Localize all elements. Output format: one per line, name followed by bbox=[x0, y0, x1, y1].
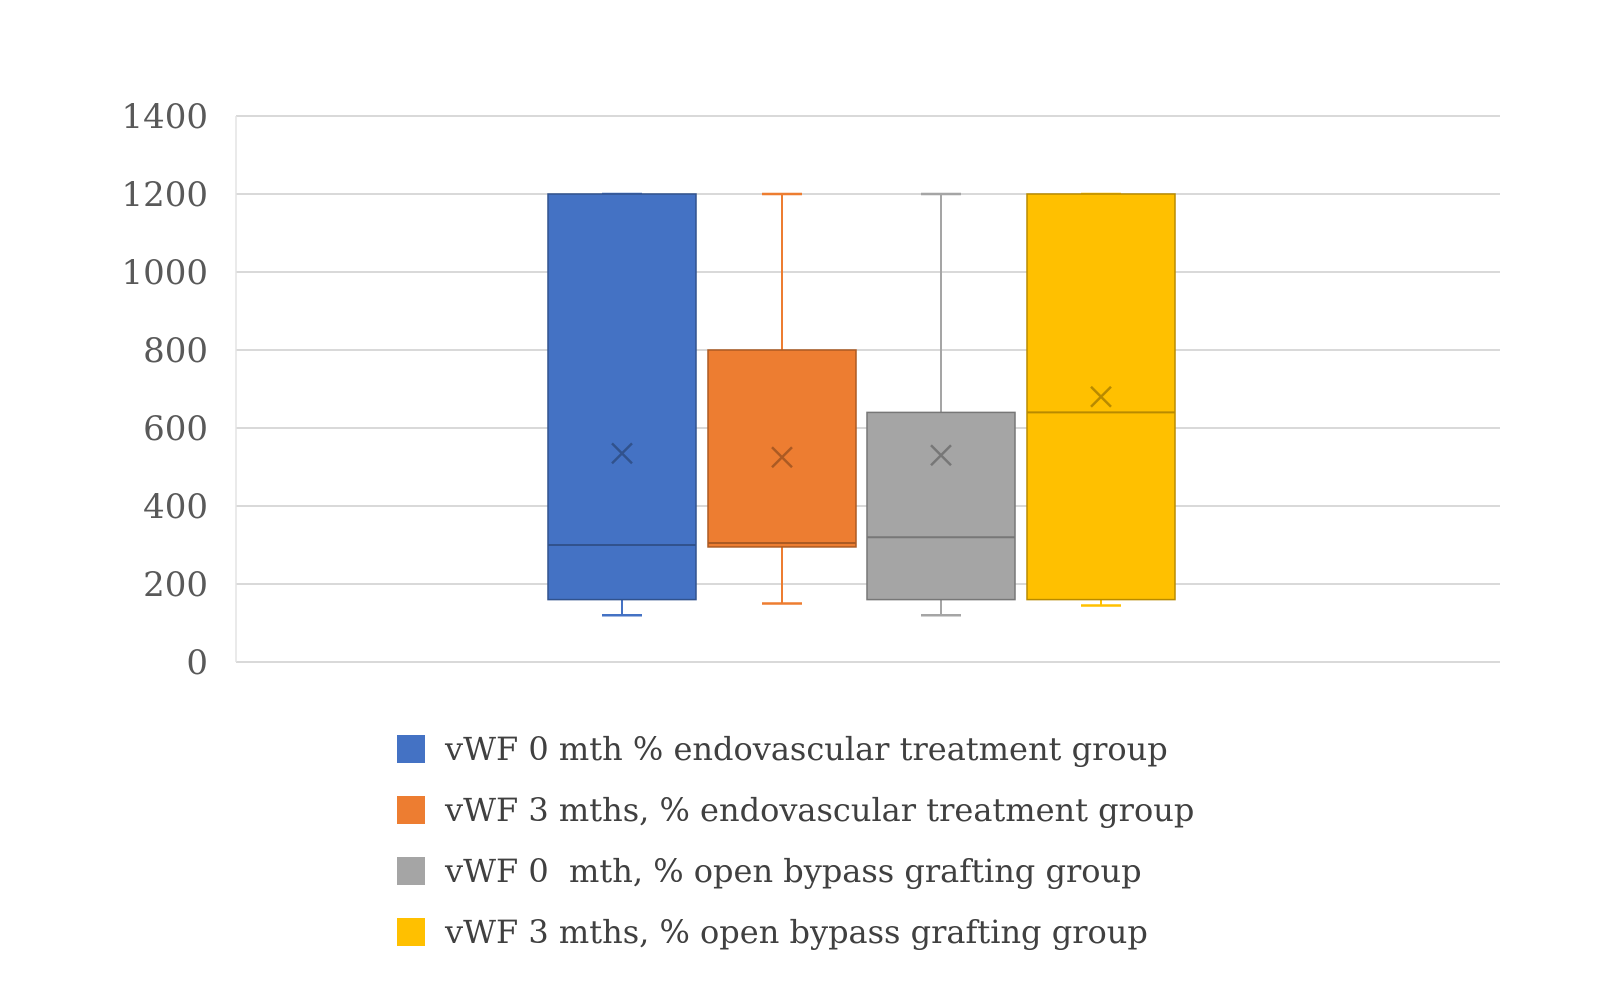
legend-swatch-bypass-3mths bbox=[397, 917, 425, 946]
legend: vWF 0 mth % endovascular treatment group… bbox=[397, 718, 1194, 962]
box-series bbox=[547, 192, 1176, 617]
box-body-1 bbox=[547, 193, 697, 601]
y-tick-label-400: 400 bbox=[143, 487, 208, 527]
box-body-3 bbox=[866, 411, 1016, 601]
y-tick-label-0: 0 bbox=[186, 643, 208, 683]
mean-marker-1 bbox=[611, 442, 633, 465]
box-body-2 bbox=[707, 349, 857, 548]
legend-swatch-bypass-0mth bbox=[397, 856, 425, 885]
box-1 bbox=[547, 192, 697, 617]
legend-label-endo-0mth: vWF 0 mth % endovascular treatment group bbox=[445, 729, 1168, 768]
legend-item-endo-3mths: vWF 3 mths, % endovascular treatment gro… bbox=[397, 779, 1194, 840]
box-2 bbox=[707, 192, 857, 605]
mean-marker-3 bbox=[930, 444, 952, 467]
legend-swatch-endo-0mth bbox=[397, 734, 425, 763]
legend-item-bypass-3mths: vWF 3 mths, % open bypass grafting group bbox=[397, 901, 1194, 962]
legend-label-bypass-3mths: vWF 3 mths, % open bypass grafting group bbox=[445, 912, 1148, 951]
y-tick-label-800: 800 bbox=[143, 331, 208, 371]
y-tick-label-1400: 1400 bbox=[121, 97, 208, 137]
y-tick-label-1200: 1200 bbox=[121, 175, 208, 215]
legend-swatch-endo-3mths bbox=[397, 795, 425, 824]
mean-marker-2 bbox=[771, 446, 793, 469]
legend-item-endo-0mth: vWF 0 mth % endovascular treatment group bbox=[397, 718, 1194, 779]
mean-marker-4 bbox=[1090, 385, 1112, 408]
box-3 bbox=[866, 192, 1016, 617]
y-axis-tick-labels: 0 200 400 600 800 1000 1200 1400 bbox=[121, 97, 208, 683]
legend-item-bypass-0mth: vWF 0 mth, % open bypass grafting group bbox=[397, 840, 1194, 901]
legend-label-endo-3mths: vWF 3 mths, % endovascular treatment gro… bbox=[445, 790, 1195, 829]
y-tick-label-200: 200 bbox=[143, 565, 208, 605]
legend-label-bypass-0mth: vWF 0 mth, % open bypass grafting group bbox=[445, 851, 1142, 890]
y-tick-label-1000: 1000 bbox=[121, 253, 208, 293]
y-tick-label-600: 600 bbox=[143, 409, 208, 449]
box-4 bbox=[1026, 192, 1176, 607]
